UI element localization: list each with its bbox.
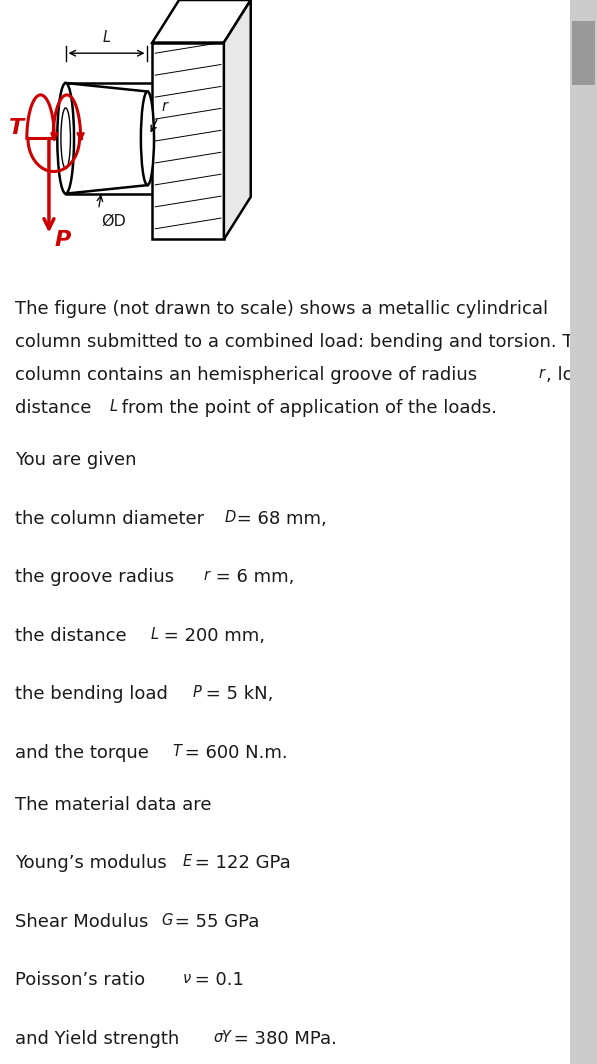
Text: column contains an hemispherical groove of radius: column contains an hemispherical groove … <box>15 366 483 384</box>
Text: the column diameter: the column diameter <box>15 510 210 528</box>
Text: the bending load: the bending load <box>15 685 174 703</box>
Bar <box>572 21 595 85</box>
Ellipse shape <box>141 92 154 185</box>
Text: = 600 N.m.: = 600 N.m. <box>179 744 288 762</box>
Text: r: r <box>161 99 167 114</box>
Text: = 200 mm,: = 200 mm, <box>158 627 265 645</box>
Text: Poisson’s ratio: Poisson’s ratio <box>15 971 151 990</box>
Text: and Yield strength: and Yield strength <box>15 1030 185 1048</box>
Text: , located at a: , located at a <box>546 366 597 384</box>
Text: the groove radius: the groove radius <box>15 568 180 586</box>
Text: the distance: the distance <box>15 627 133 645</box>
Text: Y: Y <box>221 1030 230 1045</box>
Text: T: T <box>172 744 181 759</box>
Text: = 0.1: = 0.1 <box>189 971 244 990</box>
Text: = 6 mm,: = 6 mm, <box>210 568 295 586</box>
Text: = 122 GPa: = 122 GPa <box>189 854 291 872</box>
Text: T: T <box>8 118 24 137</box>
Text: distance: distance <box>15 399 97 417</box>
Ellipse shape <box>61 107 70 169</box>
Text: D: D <box>224 510 236 525</box>
Text: = 380 MPa.: = 380 MPa. <box>228 1030 337 1048</box>
Text: = 55 GPa: = 55 GPa <box>168 913 259 931</box>
Text: and the torque: and the torque <box>15 744 155 762</box>
Text: The material data are: The material data are <box>15 796 211 814</box>
Text: r: r <box>538 366 544 381</box>
Text: P: P <box>193 685 202 700</box>
Bar <box>570 0 597 1064</box>
Text: = 5 kN,: = 5 kN, <box>200 685 273 703</box>
Text: from the point of application of the loads.: from the point of application of the loa… <box>116 399 497 417</box>
Text: ν: ν <box>183 971 190 986</box>
Text: You are given: You are given <box>15 451 137 469</box>
Text: G: G <box>162 913 173 928</box>
Text: L: L <box>103 30 110 45</box>
Text: E: E <box>183 854 192 869</box>
Polygon shape <box>224 0 251 239</box>
Text: The figure (not drawn to scale) shows a metallic cylindrical: The figure (not drawn to scale) shows a … <box>15 300 548 318</box>
Bar <box>152 43 224 239</box>
Text: σ: σ <box>214 1030 223 1045</box>
Text: L: L <box>151 627 159 642</box>
Text: L: L <box>109 399 117 414</box>
Polygon shape <box>152 0 251 43</box>
Text: P: P <box>55 230 71 250</box>
Text: = 68 mm,: = 68 mm, <box>232 510 327 528</box>
Text: Shear Modulus: Shear Modulus <box>15 913 154 931</box>
Text: r: r <box>204 568 210 583</box>
Text: ØD: ØD <box>101 214 127 229</box>
Ellipse shape <box>57 83 74 194</box>
Text: Young’s modulus: Young’s modulus <box>15 854 173 872</box>
Text: column submitted to a combined load: bending and torsion. The: column submitted to a combined load: ben… <box>15 333 596 351</box>
